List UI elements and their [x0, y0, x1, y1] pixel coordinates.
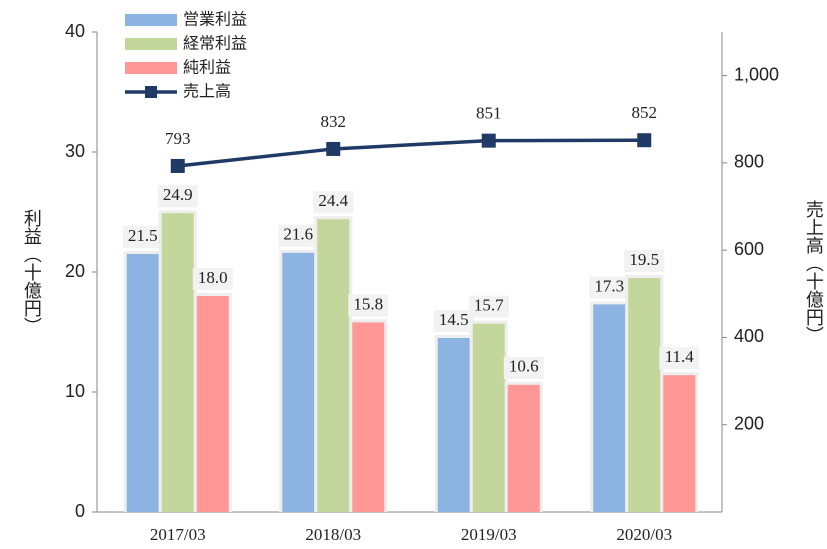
line-value-label: 832 — [321, 112, 347, 131]
bar — [628, 278, 661, 512]
y-tick-label: 0 — [75, 501, 85, 521]
bar-value-label: 17.3 — [594, 276, 624, 295]
y-tick-label: 10 — [65, 381, 85, 401]
bar-value-label: 19.5 — [629, 250, 659, 269]
bar-value-label: 24.4 — [318, 191, 348, 210]
line-value-label: 851 — [476, 104, 502, 123]
y-axis-label: 利益（十億円） — [22, 209, 42, 335]
y-tick-label: 30 — [65, 141, 85, 161]
y2-axis-label: 売上高（十億円） — [804, 200, 824, 344]
bar — [161, 213, 194, 512]
x-tick-label: 2017/03 — [150, 525, 206, 544]
line-marker — [637, 133, 652, 148]
label-bg — [122, 226, 163, 248]
bar — [472, 323, 505, 512]
line-marker — [170, 158, 185, 173]
label-bg — [659, 347, 700, 370]
bar — [437, 338, 470, 512]
bar-value-label: 15.7 — [474, 296, 504, 315]
bar-value-label: 11.4 — [665, 347, 695, 366]
bar-value-label: 10.6 — [509, 357, 539, 376]
bar — [593, 304, 626, 512]
line-value-label: 793 — [165, 129, 191, 148]
bar-value-label: 18.0 — [198, 268, 228, 287]
y-tick-label: 40 — [65, 21, 85, 41]
bar — [126, 254, 159, 512]
legend-swatch — [125, 62, 177, 74]
legend-marker — [145, 86, 157, 98]
label-bg — [503, 356, 544, 379]
label-bg — [348, 294, 389, 317]
label-bg — [468, 295, 509, 318]
label-bg — [433, 310, 474, 332]
bar-value-label: 14.5 — [439, 310, 469, 329]
legend-label: 売上高 — [183, 82, 231, 101]
legend-label: 営業利益 — [183, 10, 247, 29]
line-value-label: 852 — [632, 103, 658, 122]
y2-tick-label: 1,000 — [734, 64, 779, 84]
y2-tick-label: 400 — [734, 326, 764, 346]
bar-value-label: 21.5 — [128, 226, 158, 245]
line-marker — [481, 133, 496, 148]
bar-value-label: 15.8 — [353, 294, 383, 313]
y2-tick-label: 600 — [734, 239, 764, 259]
bar — [196, 296, 229, 512]
y-tick-label: 20 — [65, 261, 85, 281]
label-bg — [192, 268, 233, 290]
label-bg — [278, 224, 319, 247]
x-tick-label: 2019/03 — [461, 525, 517, 544]
legend-label: 経常利益 — [183, 34, 247, 53]
bar — [352, 322, 385, 512]
bar — [282, 252, 315, 513]
bar-value-label: 21.6 — [283, 225, 313, 244]
bar — [663, 375, 696, 512]
line — [177, 138, 645, 168]
y2-tick-label: 800 — [734, 152, 764, 172]
label-bg — [313, 191, 354, 214]
legend-swatch — [125, 14, 177, 26]
bar — [507, 384, 540, 512]
x-tick-label: 2018/03 — [305, 525, 361, 544]
label-bg — [624, 250, 665, 272]
label-bg — [589, 276, 630, 299]
line-marker — [326, 141, 341, 156]
bar — [317, 219, 350, 512]
x-tick-label: 2020/03 — [616, 525, 672, 544]
legend-swatch — [125, 38, 177, 50]
label-bg — [157, 185, 198, 208]
y2-tick-label: 200 — [734, 413, 764, 433]
bar-value-label: 24.9 — [163, 185, 193, 204]
legend-label: 純利益 — [183, 58, 231, 77]
